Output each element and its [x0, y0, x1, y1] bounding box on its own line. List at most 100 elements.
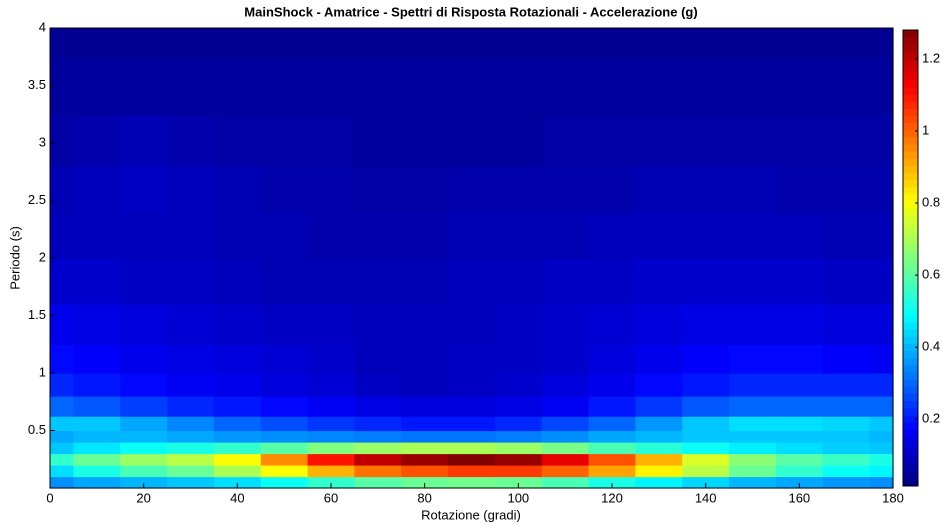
heatmap-cell	[50, 212, 75, 259]
colorbar-swatch	[903, 229, 918, 238]
heatmap-cell	[635, 442, 683, 455]
heatmap-cell	[213, 28, 262, 58]
heatmap-cell	[120, 114, 168, 167]
colorbar-swatch	[903, 272, 918, 280]
colorbar-swatch	[903, 122, 918, 131]
colorbar-swatch	[903, 215, 918, 223]
heatmap-cell	[307, 212, 356, 259]
heatmap-cell	[213, 396, 262, 417]
heatmap-cell	[822, 166, 871, 213]
heatmap-cell	[775, 56, 824, 115]
x-tick-label: 60	[324, 490, 338, 505]
heatmap-cell	[729, 465, 777, 478]
heatmap-cell	[354, 442, 402, 455]
heatmap-cell	[822, 212, 871, 259]
heatmap-cell	[635, 344, 683, 374]
heatmap-cell	[50, 430, 75, 443]
heatmap-cell	[50, 166, 75, 213]
heatmap-cell	[401, 373, 449, 397]
heatmap-cell	[682, 416, 730, 432]
heatmap-cell	[729, 430, 777, 443]
heatmap-cell	[588, 396, 637, 417]
colorbar-swatch	[903, 136, 918, 145]
heatmap-cell	[213, 166, 262, 213]
heatmap-cell	[775, 442, 824, 455]
heatmap-cell	[448, 476, 496, 489]
heatmap-cell	[354, 56, 402, 115]
colorbar-swatch	[903, 407, 918, 416]
heatmap-cell	[541, 416, 590, 432]
heatmap-cell	[401, 56, 449, 115]
colorbar-swatch	[903, 265, 918, 273]
heatmap-cell	[260, 114, 309, 167]
heatmap-cell	[588, 166, 637, 213]
heatmap-cell	[682, 465, 730, 478]
heatmap-cell	[729, 344, 777, 374]
colorbar-swatch	[903, 30, 918, 38]
heatmap-cell	[120, 28, 168, 58]
heatmap-cell	[822, 430, 871, 443]
heatmap-cell	[635, 304, 683, 345]
colorbar-swatch	[903, 208, 918, 216]
heatmap-cell	[682, 476, 730, 489]
heatmap-cell	[50, 258, 75, 305]
heatmap-cell	[260, 416, 309, 432]
heatmap-cell	[73, 114, 121, 167]
heatmap-cell	[869, 258, 894, 305]
colorbar-swatch	[903, 151, 918, 159]
colorbar-swatch	[903, 51, 918, 59]
heatmap-cell	[167, 56, 215, 115]
heatmap-cell	[494, 476, 543, 489]
y-tick-label: 3.5	[28, 77, 46, 92]
heatmap-cell	[213, 373, 262, 397]
heatmap-cell	[775, 476, 824, 489]
heatmap-cell	[260, 430, 309, 443]
heatmap-cell	[120, 430, 168, 443]
heatmap-cell	[167, 166, 215, 213]
y-tick-label: 2.5	[28, 192, 46, 207]
heatmap-cell	[541, 56, 590, 115]
y-axis-label: Periodo (s)	[7, 226, 22, 290]
heatmap-cell	[494, 344, 543, 374]
heatmap-cell	[120, 396, 168, 417]
colorbar-swatch	[903, 471, 918, 480]
heatmap-cell	[682, 453, 730, 466]
heatmap-cell	[73, 28, 121, 58]
colorbar-swatch	[903, 322, 918, 330]
heatmap-cell	[73, 430, 121, 443]
heatmap-cell	[307, 453, 356, 466]
colorbar-tick-label: 1	[922, 122, 929, 137]
heatmap-cell	[635, 56, 683, 115]
heatmap-cell	[354, 396, 402, 417]
heatmap-cell	[401, 396, 449, 417]
heatmap-cell	[401, 304, 449, 345]
heatmap-cell	[869, 304, 894, 345]
heatmap-cell	[307, 28, 356, 58]
heatmap-cell	[73, 476, 121, 489]
colorbar-swatch	[903, 108, 918, 116]
colorbar-swatch	[903, 350, 918, 359]
heatmap-cell	[541, 28, 590, 58]
heatmap-cell	[682, 114, 730, 167]
heatmap-cell	[541, 430, 590, 443]
colorbar-tick-label: 0.6	[922, 267, 940, 282]
heatmap-cell	[682, 373, 730, 397]
colorbar-swatch	[903, 72, 918, 81]
heatmap-cell	[307, 258, 356, 305]
heatmap-cell	[822, 344, 871, 374]
x-tick-label: 100	[507, 490, 529, 505]
heatmap-cell	[729, 212, 777, 259]
heatmap-cell	[869, 212, 894, 259]
heatmap-cell	[307, 114, 356, 167]
heatmap-cell	[448, 56, 496, 115]
heatmap-cell	[73, 442, 121, 455]
heatmap-cell	[354, 430, 402, 443]
colorbar-swatch	[903, 279, 918, 287]
colorbar-swatch	[903, 300, 918, 309]
x-tick-label: 40	[230, 490, 244, 505]
heatmap-cell	[120, 344, 168, 374]
heatmap-cell	[494, 465, 543, 478]
heatmap-cell	[307, 396, 356, 417]
heatmap-cell	[448, 416, 496, 432]
heatmap-cell	[494, 442, 543, 455]
